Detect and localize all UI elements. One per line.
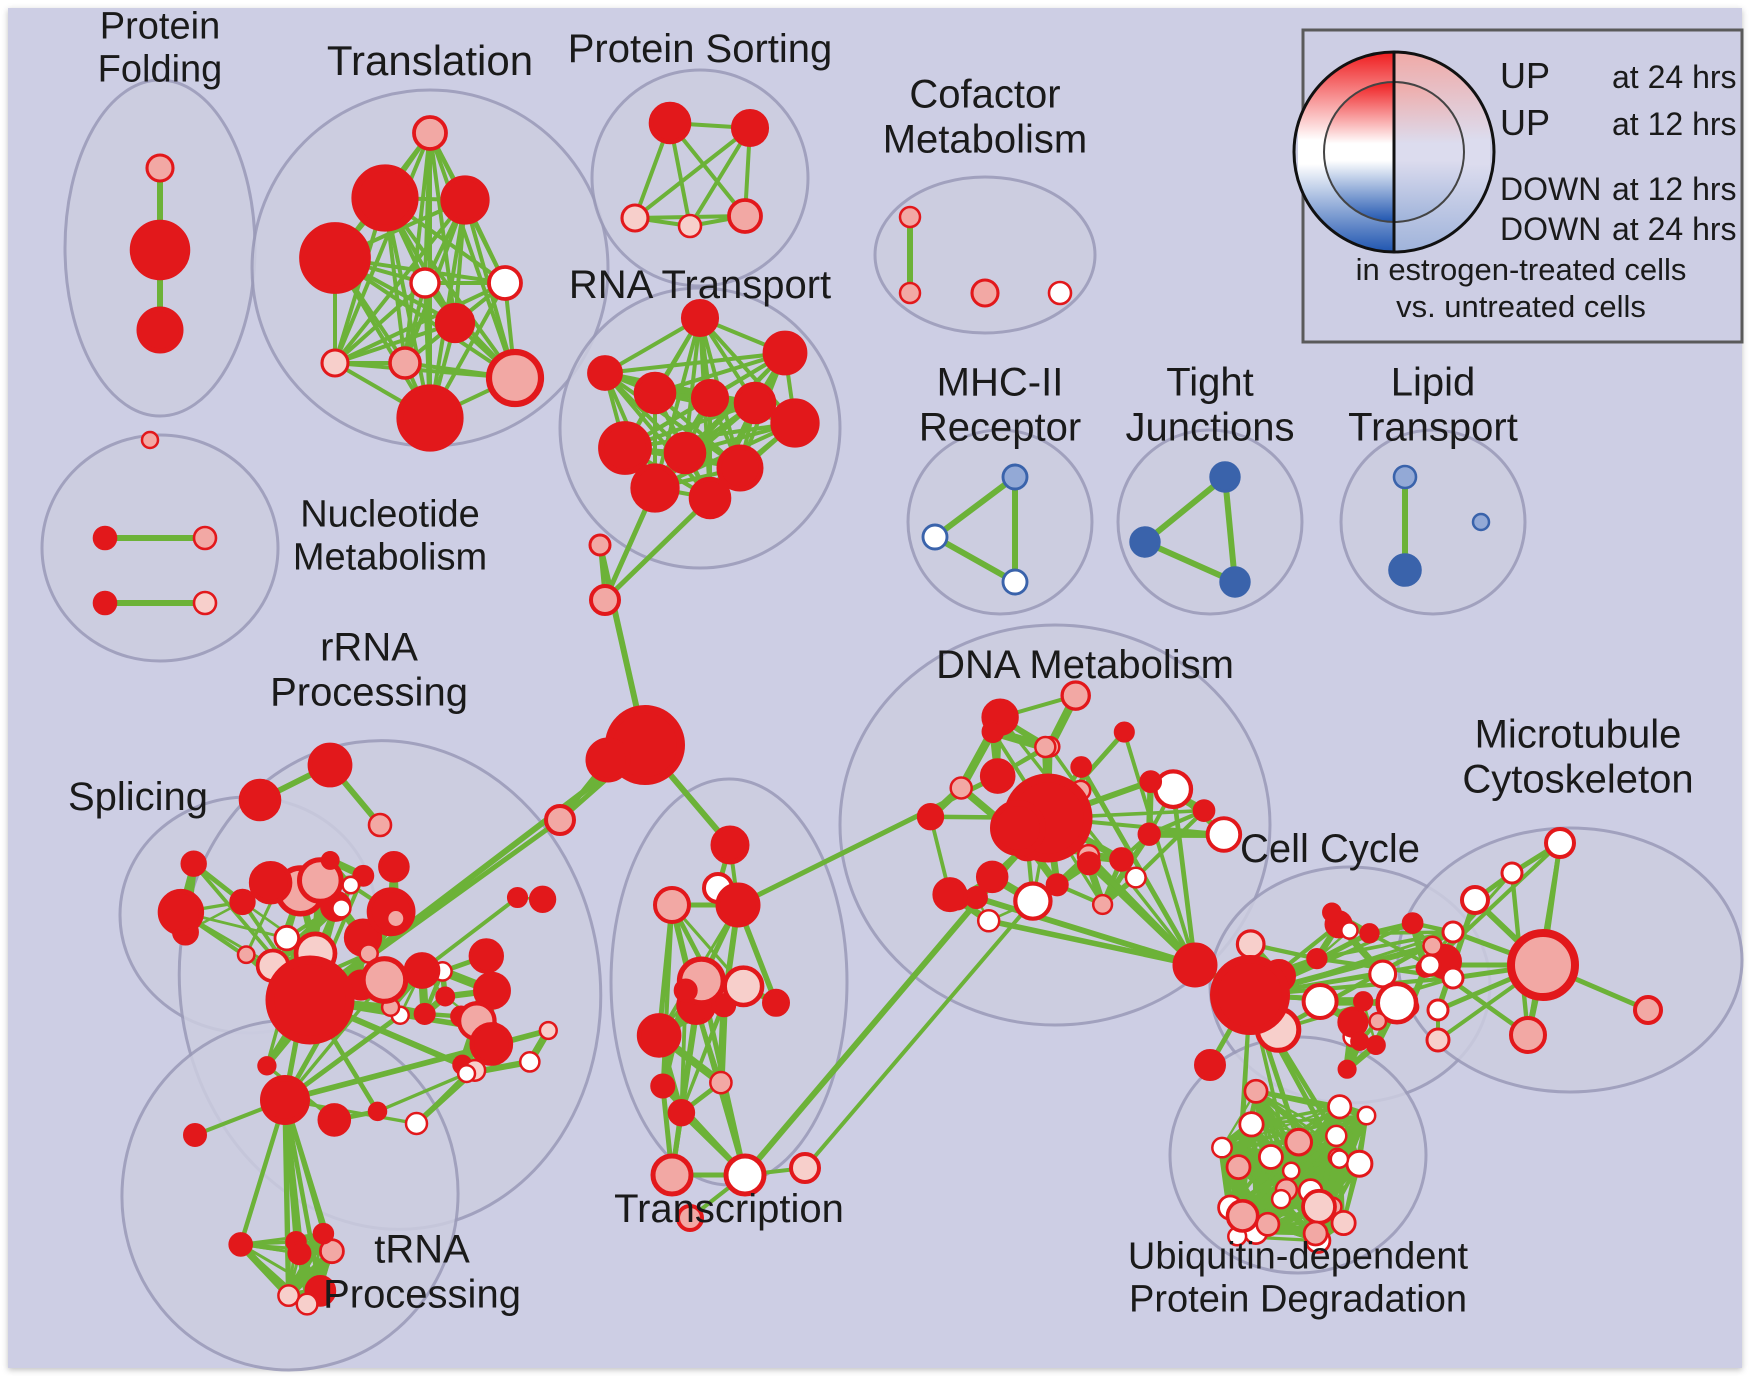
svg-text:Processing: Processing xyxy=(270,670,468,714)
svg-text:at 24 hrs: at 24 hrs xyxy=(1612,211,1737,247)
svg-text:Splicing: Splicing xyxy=(68,775,208,819)
svg-text:Microtubule: Microtubule xyxy=(1475,713,1682,757)
svg-text:Protein: Protein xyxy=(100,6,220,48)
svg-text:Tight: Tight xyxy=(1166,361,1253,405)
svg-text:Cofactor: Cofactor xyxy=(909,73,1060,117)
svg-text:at 12 hrs: at 12 hrs xyxy=(1612,171,1737,207)
svg-text:Metabolism: Metabolism xyxy=(293,536,487,578)
svg-text:rRNA: rRNA xyxy=(320,626,418,670)
svg-text:tRNA: tRNA xyxy=(374,1228,470,1272)
svg-text:Processing: Processing xyxy=(323,1272,521,1316)
svg-text:UP: UP xyxy=(1500,55,1550,96)
svg-text:Protein Sorting: Protein Sorting xyxy=(568,27,833,71)
svg-text:Translation: Translation xyxy=(327,37,533,84)
svg-text:Transcription: Transcription xyxy=(614,1187,844,1231)
svg-text:Metabolism: Metabolism xyxy=(883,117,1088,161)
svg-text:Receptor: Receptor xyxy=(919,405,1081,449)
svg-text:at 12 hrs: at 12 hrs xyxy=(1612,106,1737,142)
svg-text:at 24 hrs: at 24 hrs xyxy=(1612,59,1737,95)
svg-text:DOWN: DOWN xyxy=(1500,211,1601,247)
svg-text:Protein Degradation: Protein Degradation xyxy=(1129,1278,1467,1320)
svg-text:DOWN: DOWN xyxy=(1500,171,1601,207)
svg-text:Cytoskeleton: Cytoskeleton xyxy=(1462,757,1693,801)
svg-text:Ubiquitin-dependent: Ubiquitin-dependent xyxy=(1128,1236,1469,1278)
svg-text:DNA Metabolism: DNA Metabolism xyxy=(936,643,1234,687)
svg-text:Cell Cycle: Cell Cycle xyxy=(1240,827,1420,871)
svg-text:in estrogen-treated cells: in estrogen-treated cells xyxy=(1356,252,1687,287)
svg-text:Transport: Transport xyxy=(1348,405,1518,449)
svg-text:UP: UP xyxy=(1500,102,1550,143)
svg-text:Folding: Folding xyxy=(98,48,223,90)
svg-text:Junctions: Junctions xyxy=(1126,405,1295,449)
svg-text:Lipid: Lipid xyxy=(1391,361,1476,405)
svg-text:RNA Transport: RNA Transport xyxy=(569,263,831,307)
svg-text:vs. untreated cells: vs. untreated cells xyxy=(1396,289,1646,324)
svg-text:Nucleotide: Nucleotide xyxy=(300,494,480,536)
svg-text:MHC-II: MHC-II xyxy=(937,361,1064,405)
